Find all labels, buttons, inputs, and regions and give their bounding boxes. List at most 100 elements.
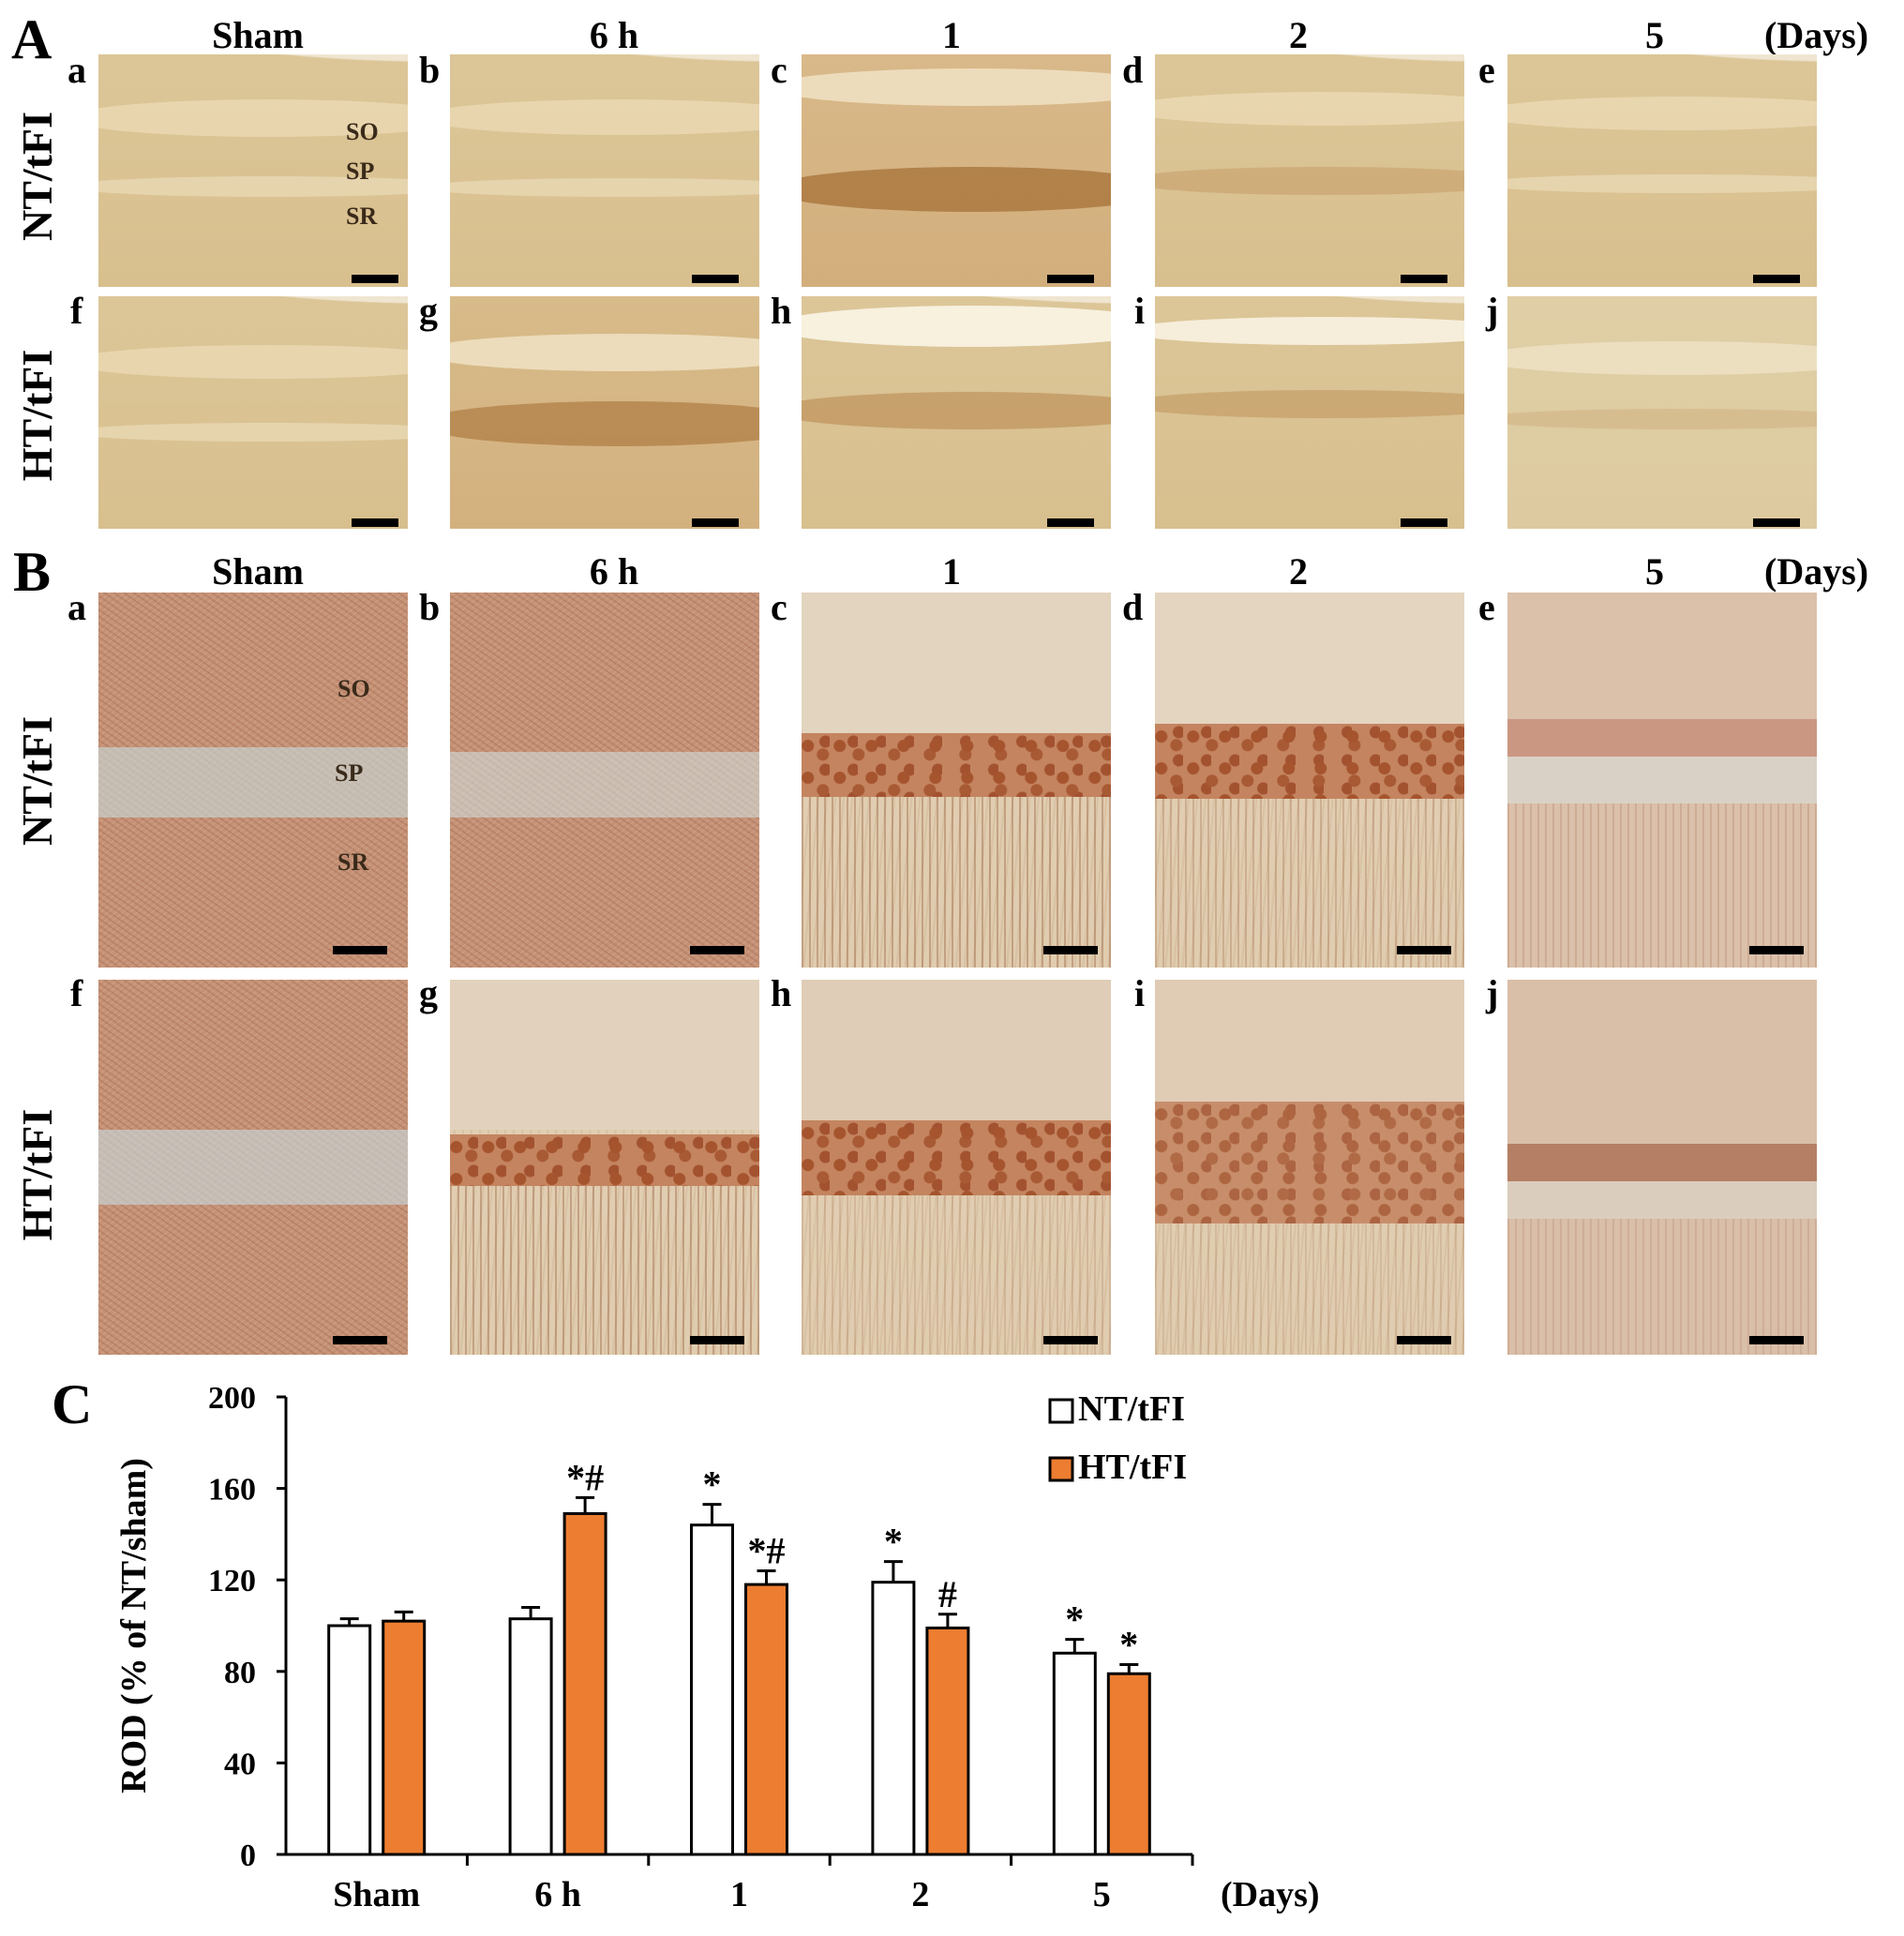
scale-bar bbox=[352, 275, 398, 283]
panel-letter-b-bottom-f: f bbox=[70, 972, 83, 1014]
micrograph-b-b bbox=[450, 593, 759, 968]
y-tick-label: 120 bbox=[208, 1564, 256, 1598]
significance-marker: # bbox=[938, 1573, 957, 1615]
panel-letter-a-bottom-i: i bbox=[1134, 290, 1146, 332]
layer-label-sp: SP bbox=[346, 158, 375, 185]
a-col-header-sham: Sham bbox=[212, 14, 304, 56]
panel-letter-b-bottom-j: j bbox=[1486, 972, 1499, 1014]
scale-bar bbox=[1401, 518, 1447, 527]
significance-marker: * bbox=[703, 1463, 722, 1506]
significance-marker: * bbox=[1065, 1598, 1084, 1641]
bar-nt bbox=[690, 1523, 734, 1856]
section-a-letter: A bbox=[11, 8, 52, 70]
micrograph-a-i bbox=[1155, 296, 1464, 529]
x-tick-label: 5 bbox=[1093, 1875, 1111, 1914]
legend-label: HT/tFI bbox=[1078, 1448, 1187, 1487]
chart-legend: NT/tFI HT/tFI bbox=[1048, 1389, 1187, 1487]
y-tick-label: 200 bbox=[208, 1381, 256, 1416]
scale-bar bbox=[1749, 1336, 1804, 1344]
a-col-header-5: 5 bbox=[1645, 14, 1664, 56]
micrograph-a-g bbox=[450, 296, 759, 529]
scale-bar bbox=[1397, 946, 1451, 954]
scale-bar bbox=[690, 1336, 744, 1344]
layer-label-so: SO bbox=[337, 675, 370, 702]
scale-bar bbox=[1047, 518, 1094, 527]
panel-letter-b-bottom-h: h bbox=[771, 972, 792, 1014]
panel-letter-b-bottom-i: i bbox=[1134, 972, 1146, 1014]
layer-label-sp: SP bbox=[335, 759, 364, 787]
panel-letter-a-bottom-f: f bbox=[70, 290, 83, 332]
micrograph-a-h bbox=[802, 296, 1111, 529]
micrograph-b-i bbox=[1155, 980, 1464, 1355]
legend-label: NT/tFI bbox=[1078, 1389, 1185, 1429]
y-tick-label: 0 bbox=[240, 1838, 256, 1873]
panel-letter-b-top-c: c bbox=[771, 586, 787, 628]
scale-bar bbox=[1043, 1336, 1098, 1344]
bar-chart: 0 40 80 120 160 200 ROD (% of NT/sham) Sham 6 h 1… bbox=[114, 1381, 1320, 1914]
legend-swatch bbox=[1048, 1456, 1074, 1482]
x-tick-label: 1 bbox=[730, 1875, 748, 1914]
layer-label-sr: SR bbox=[337, 848, 369, 876]
significance-marker: *# bbox=[748, 1529, 786, 1571]
a-row-label-ht: HT/tFI bbox=[13, 349, 61, 482]
b-col-header-6h: 6 h bbox=[589, 550, 639, 593]
micrograph-a-j bbox=[1507, 296, 1817, 529]
bar-ht bbox=[744, 1583, 788, 1856]
panel-letter-b-top-e: e bbox=[1478, 586, 1495, 628]
bar-ht bbox=[382, 1619, 427, 1856]
micrograph-a-c bbox=[802, 54, 1111, 287]
section-c-letter: C bbox=[52, 1373, 93, 1435]
scale-bar bbox=[1749, 946, 1804, 954]
panel-letter-a-top-b: b bbox=[419, 49, 441, 91]
section-b-letter: B bbox=[13, 541, 52, 603]
panel-letter-b-top-d: d bbox=[1122, 586, 1144, 628]
panel-letter-a-bottom-g: g bbox=[419, 290, 438, 332]
panel-letter-a-top-a: a bbox=[67, 49, 86, 91]
x-tick-label: 6 h bbox=[534, 1875, 581, 1914]
b-row-label-nt: NT/tFI bbox=[13, 716, 61, 846]
chart-axes: 0 40 80 120 160 200 ROD (% of NT/sham) Sham 6 h 1… bbox=[114, 1381, 1320, 1914]
scale-bar bbox=[1753, 518, 1800, 527]
b-col-header-5: 5 bbox=[1645, 550, 1664, 593]
bar-nt bbox=[871, 1581, 916, 1856]
micrograph-b-h bbox=[802, 980, 1111, 1355]
micrograph-a-b bbox=[450, 54, 759, 287]
a-col-header-2: 2 bbox=[1289, 14, 1308, 56]
a-unit-label: (Days) bbox=[1764, 14, 1869, 56]
scale-bar bbox=[1397, 1336, 1451, 1344]
x-unit-label: (Days) bbox=[1221, 1875, 1320, 1914]
scale-bar bbox=[1753, 275, 1800, 283]
b-unit-label: (Days) bbox=[1764, 550, 1869, 593]
significance-marker: * bbox=[1119, 1623, 1138, 1665]
y-tick-label: 80 bbox=[224, 1656, 256, 1690]
y-tick-label: 160 bbox=[208, 1473, 256, 1508]
micrograph-b-c bbox=[802, 593, 1111, 968]
bar-ht bbox=[562, 1511, 607, 1856]
scale-bar bbox=[1047, 275, 1094, 283]
scale-bar bbox=[690, 946, 744, 954]
micrograph-b-a: SO SP SR bbox=[98, 593, 408, 968]
micrograph-a-f bbox=[98, 296, 408, 529]
panel-letter-b-top-a: a bbox=[67, 586, 86, 628]
micrograph-b-e bbox=[1507, 593, 1817, 968]
micrograph-a-d bbox=[1155, 54, 1464, 287]
micrograph-b-j bbox=[1507, 980, 1817, 1355]
a-row-label-nt: NT/tFI bbox=[13, 112, 61, 241]
micrograph-b-f bbox=[98, 980, 408, 1355]
panel-letter-a-top-e: e bbox=[1478, 49, 1495, 91]
chart-bars: * * * *# *# # * bbox=[327, 1456, 1151, 1856]
b-row-label-ht: HT/tFI bbox=[13, 1108, 61, 1241]
micrograph-a-e bbox=[1507, 54, 1817, 287]
significance-marker: * bbox=[884, 1521, 903, 1563]
scale-bar bbox=[1401, 275, 1447, 283]
scale-bar bbox=[352, 518, 398, 527]
significance-marker: *# bbox=[566, 1456, 604, 1498]
panel-letter-a-top-d: d bbox=[1122, 49, 1144, 91]
layer-label-sr: SR bbox=[346, 203, 378, 230]
scale-bar bbox=[692, 518, 739, 527]
bar-nt bbox=[327, 1624, 372, 1856]
layer-label-so: SO bbox=[346, 118, 379, 145]
panel-letter-a-top-c: c bbox=[771, 49, 787, 91]
scale-bar bbox=[333, 946, 387, 954]
y-tick-label: 40 bbox=[224, 1747, 256, 1781]
